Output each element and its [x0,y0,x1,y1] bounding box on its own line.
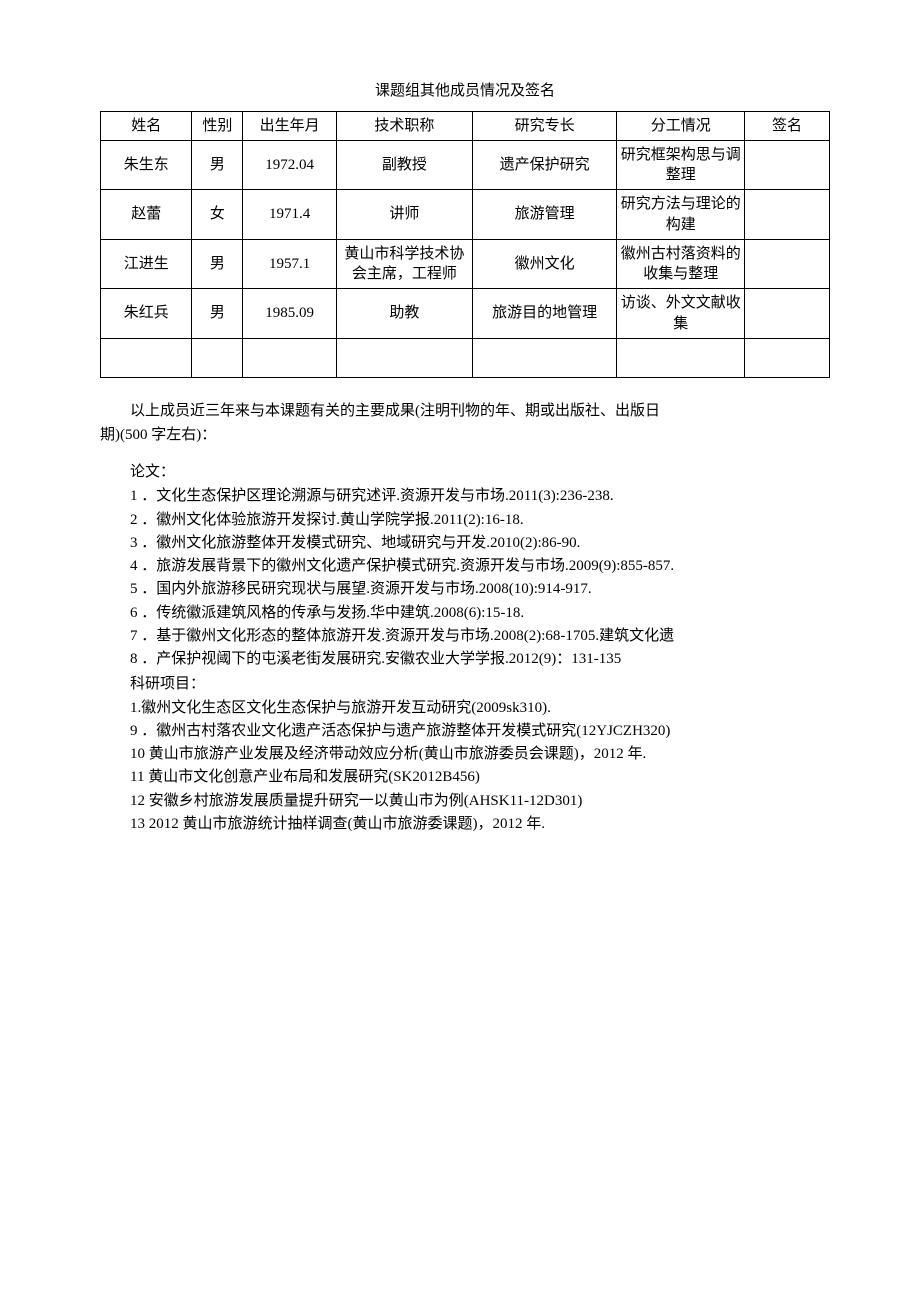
cell-tech: 黄山市科学技术协会主席，工程师 [336,239,472,289]
cell-tech: 讲师 [336,190,472,240]
cell-name: 朱生东 [101,140,192,190]
table-row: 朱红兵 男 1985.09 助教 旅游目的地管理 访谈、外文文献收集 [101,289,830,339]
table-row: 赵蕾 女 1971.4 讲师 旅游管理 研究方法与理论的构建 [101,190,830,240]
cell-duty: 访谈、外文文献收集 [617,289,745,339]
list-item: 9 ．徽州古村落农业文化遗产活态保护与遗产旅游整体开发模式研究(12YJCZH3… [100,720,830,743]
cell-birth [243,338,337,377]
th-tech: 技术职称 [336,111,472,140]
cell-sign [744,289,829,339]
table-row: 江进生 男 1957.1 黄山市科学技术协会主席，工程师 徽州文化 徽州古村落资… [101,239,830,289]
cell-duty: 徽州古村落资料的收集与整理 [617,239,745,289]
th-duty: 分工情况 [617,111,745,140]
table-header-row: 姓名 性别 出生年月 技术职称 研究专长 分工情况 签名 [101,111,830,140]
cell-sex: 女 [192,190,243,240]
cell-name: 赵蕾 [101,190,192,240]
th-spec: 研究专长 [472,111,617,140]
projects-heading: 科研项目： [100,673,830,696]
list-item: 8 ．产保护视阈下的屯溪老街发展研究.安徽农业大学学报.2012(9)：131-… [100,648,830,671]
list-item: 5 ．国内外旅游移民研究现状与展望.资源开发与市场.2008(10):914-9… [100,578,830,601]
cell-spec: 旅游目的地管理 [472,289,617,339]
cell-tech: 助教 [336,289,472,339]
cell-sex: 男 [192,140,243,190]
cell-birth: 1971.4 [243,190,337,240]
members-table: 姓名 性别 出生年月 技术职称 研究专长 分工情况 签名 朱生东 男 1972.… [100,111,830,378]
cell-name: 江进生 [101,239,192,289]
table-row: 朱生东 男 1972.04 副教授 遗产保护研究 研究框架构思与调整理 [101,140,830,190]
cell-sign [744,140,829,190]
cell-name [101,338,192,377]
cell-sign [744,239,829,289]
cell-birth: 1985.09 [243,289,337,339]
th-name: 姓名 [101,111,192,140]
papers-heading: 论文： [100,461,830,484]
cell-spec: 徽州文化 [472,239,617,289]
list-item: 12 安徽乡村旅游发展质量提升研究一以黄山市为例(AHSK11-12D301) [100,790,830,813]
list-item: 4 ．旅游发展背景下的徽州文化遗产保护模式研究.资源开发与市场.2009(9):… [100,555,830,578]
page-title: 课题组其他成员情况及签名 [100,80,830,103]
cell-birth: 1957.1 [243,239,337,289]
list-item: 13 2012 黄山市旅游统计抽样调查(黄山市旅游委课题)，2012 年. [100,813,830,836]
th-sex: 性别 [192,111,243,140]
intro-paragraph: 以上成员近三年来与本课题有关的主要成果(注明刊物的年、期或出版社、出版日 期)(… [100,400,830,447]
list-item: 3 ．徽州文化旅游整体开发模式研究、地域研究与开发.2010(2):86-90. [100,532,830,555]
cell-duty [617,338,745,377]
cell-sex: 男 [192,289,243,339]
cell-spec: 遗产保护研究 [472,140,617,190]
list-item: 1.徽州文化生态区文化生态保护与旅游开发互动研究(2009sk310). [100,697,830,720]
list-item: 11 黄山市文化创意产业布局和发展研究(SK2012B456) [100,766,830,789]
cell-tech: 副教授 [336,140,472,190]
th-birth: 出生年月 [243,111,337,140]
cell-sex: 男 [192,239,243,289]
cell-duty: 研究框架构思与调整理 [617,140,745,190]
cell-sign [744,338,829,377]
list-item: 6 ．传统徽派建筑风格的传承与发扬.华中建筑.2008(6):15-18. [100,602,830,625]
cell-birth: 1972.04 [243,140,337,190]
cell-sex [192,338,243,377]
cell-tech [336,338,472,377]
list-item: 10 黄山市旅游产业发展及经济带动效应分析(黄山市旅游委员会课题)，2012 年… [100,743,830,766]
cell-name: 朱红兵 [101,289,192,339]
list-item: 7 ．基于徽州文化形态的整体旅游开发.资源开发与市场.2008(2):68-17… [100,625,830,648]
intro-line-2: 期)(500 字左右)： [100,424,830,447]
table-row [101,338,830,377]
cell-spec: 旅游管理 [472,190,617,240]
cell-duty: 研究方法与理论的构建 [617,190,745,240]
intro-line-1: 以上成员近三年来与本课题有关的主要成果(注明刊物的年、期或出版社、出版日 [100,400,830,423]
cell-spec [472,338,617,377]
list-item: 2 ．徽州文化体验旅游开发探讨.黄山学院学报.2011(2):16-18. [100,509,830,532]
cell-sign [744,190,829,240]
projects-list: 1.徽州文化生态区文化生态保护与旅游开发互动研究(2009sk310). 9 ．… [100,697,830,837]
th-sign: 签名 [744,111,829,140]
list-item: 1 ．文化生态保护区理论溯源与研究述评.资源开发与市场.2011(3):236-… [100,485,830,508]
papers-list: 1 ．文化生态保护区理论溯源与研究述评.资源开发与市场.2011(3):236-… [100,485,830,671]
